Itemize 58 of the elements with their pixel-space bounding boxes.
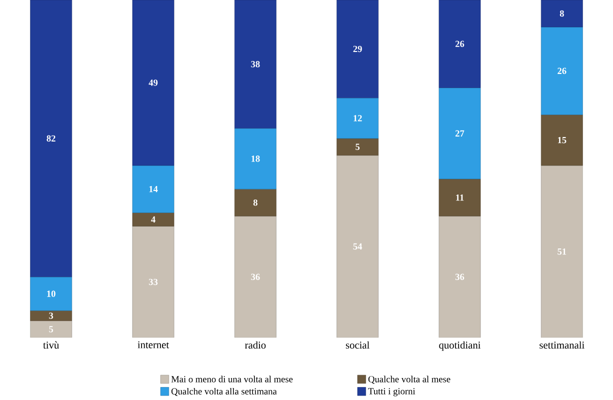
bar — [336, 138, 379, 156]
data-label: 36 — [251, 274, 260, 280]
x-tick-label: social — [346, 341, 370, 349]
data-label: 54 — [353, 243, 362, 250]
data-label: 26 — [558, 68, 566, 74]
x-tick-label: quotidiani — [439, 341, 481, 351]
data-label: 3 — [49, 312, 54, 319]
data-label: 11 — [456, 194, 464, 201]
bar — [438, 178, 481, 216]
bar — [234, 188, 276, 216]
bar — [30, 320, 72, 338]
bar — [234, 0, 276, 128]
legend-label: Tutti i giorni — [368, 388, 416, 396]
bar — [336, 98, 379, 139]
x-tick-label: settimanali — [540, 341, 584, 349]
data-label: 10 — [47, 290, 56, 297]
bar — [540, 165, 583, 338]
bar — [132, 165, 174, 213]
bar — [540, 114, 583, 166]
bar — [30, 310, 72, 321]
data-label: 33 — [148, 278, 158, 286]
data-label: 38 — [251, 60, 260, 68]
data-label: 5 — [356, 144, 360, 150]
bar — [336, 155, 379, 338]
legend-label: Mai o meno di una volta al mese — [171, 376, 293, 382]
bar — [438, 216, 481, 338]
data-label: 8 — [560, 10, 564, 17]
data-label: 8 — [253, 199, 258, 206]
data-label: 27 — [455, 130, 464, 136]
bar — [336, 0, 379, 98]
data-label: 4 — [151, 216, 156, 222]
bar — [438, 88, 481, 180]
bar — [540, 26, 583, 115]
data-label: 15 — [558, 136, 566, 144]
bar — [132, 226, 174, 338]
data-label: 36 — [455, 274, 464, 280]
data-label: 82 — [46, 135, 56, 142]
bar — [234, 128, 276, 190]
data-label: 49 — [148, 80, 158, 86]
legend-label: Qualche volta alla settimana — [171, 388, 277, 396]
bar — [540, 0, 583, 28]
data-label: 29 — [353, 46, 362, 52]
data-label: 14 — [149, 186, 158, 192]
data-label: 18 — [252, 156, 260, 162]
bar — [132, 0, 174, 166]
bar — [30, 0, 72, 277]
bar — [438, 0, 481, 88]
data-label: 12 — [354, 115, 362, 122]
x-tick-label: radio — [244, 341, 266, 349]
bar — [30, 276, 72, 311]
bar — [132, 212, 174, 226]
x-tick-label: internet — [138, 341, 170, 348]
x-tick-label: tivù — [43, 341, 59, 349]
legend-label: Qualche volta al mese — [368, 376, 450, 384]
data-label: 51 — [558, 248, 566, 255]
data-label: 26 — [455, 40, 464, 47]
data-label: 5 — [49, 326, 54, 332]
bar — [234, 216, 276, 338]
